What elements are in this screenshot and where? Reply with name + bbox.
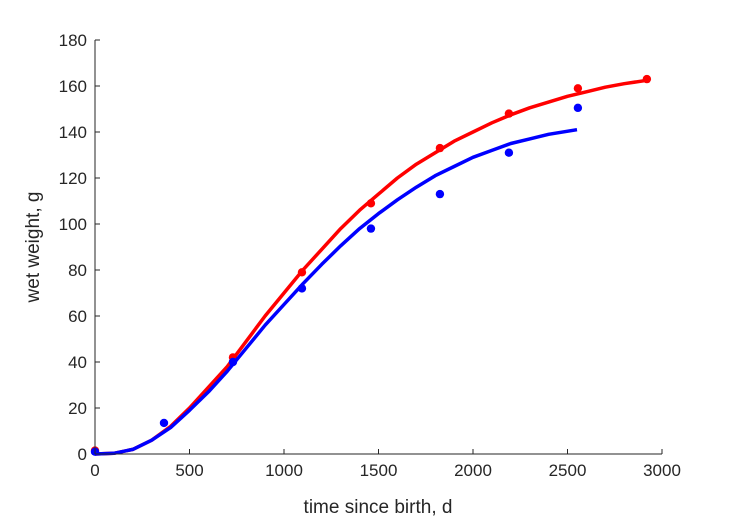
series-2-data-point	[159, 418, 169, 428]
y-tick-label: 180	[59, 31, 87, 50]
series-1-data-point	[435, 143, 445, 153]
x-tick-layer: 0 500 1000 1500 2000 2500 3000	[90, 449, 681, 480]
x-tick-label: 2500	[549, 461, 587, 480]
plot-background	[95, 40, 662, 454]
x-axis-label: time since birth, d	[304, 497, 453, 518]
series-1-data-point	[297, 268, 307, 277]
x-tick-label: 500	[175, 461, 203, 480]
x-tick-label: 0	[90, 461, 99, 480]
y-axis-label: wet weight, g	[23, 192, 44, 304]
y-tick-label: 80	[68, 261, 87, 280]
y-tick-label: 60	[68, 307, 87, 326]
series-2-data-point	[366, 224, 376, 233]
y-tick-label: 140	[59, 123, 87, 142]
x-tick-label: 2000	[454, 461, 492, 480]
x-tick-label: 3000	[643, 461, 681, 480]
y-tick-label: 0	[78, 445, 87, 464]
series-2-data-point	[435, 189, 445, 199]
series-2-data-point	[228, 357, 238, 367]
series-2-data-point	[573, 103, 583, 113]
y-tick-label: 160	[59, 77, 87, 96]
series-2-fit-line	[94, 127, 578, 456]
x-tick-label: 1000	[265, 461, 303, 480]
series-1-data-point	[504, 109, 514, 118]
y-tick-label: 120	[59, 169, 87, 188]
y-tick-label: 20	[68, 399, 87, 418]
series-2-data-point	[297, 284, 307, 293]
series-layer	[90, 74, 652, 456]
series-1-data-point	[573, 84, 583, 93]
y-tick-label: 100	[59, 215, 87, 234]
series-1-data-point	[366, 199, 376, 208]
x-tick-label: 1500	[360, 461, 398, 480]
y-tick-label: 40	[68, 353, 87, 372]
y-tick-layer: 0 20 40 60 80 100 120 140 160 180	[59, 31, 100, 464]
series-2-data-point	[504, 148, 514, 157]
series-1-data-point	[642, 74, 652, 84]
